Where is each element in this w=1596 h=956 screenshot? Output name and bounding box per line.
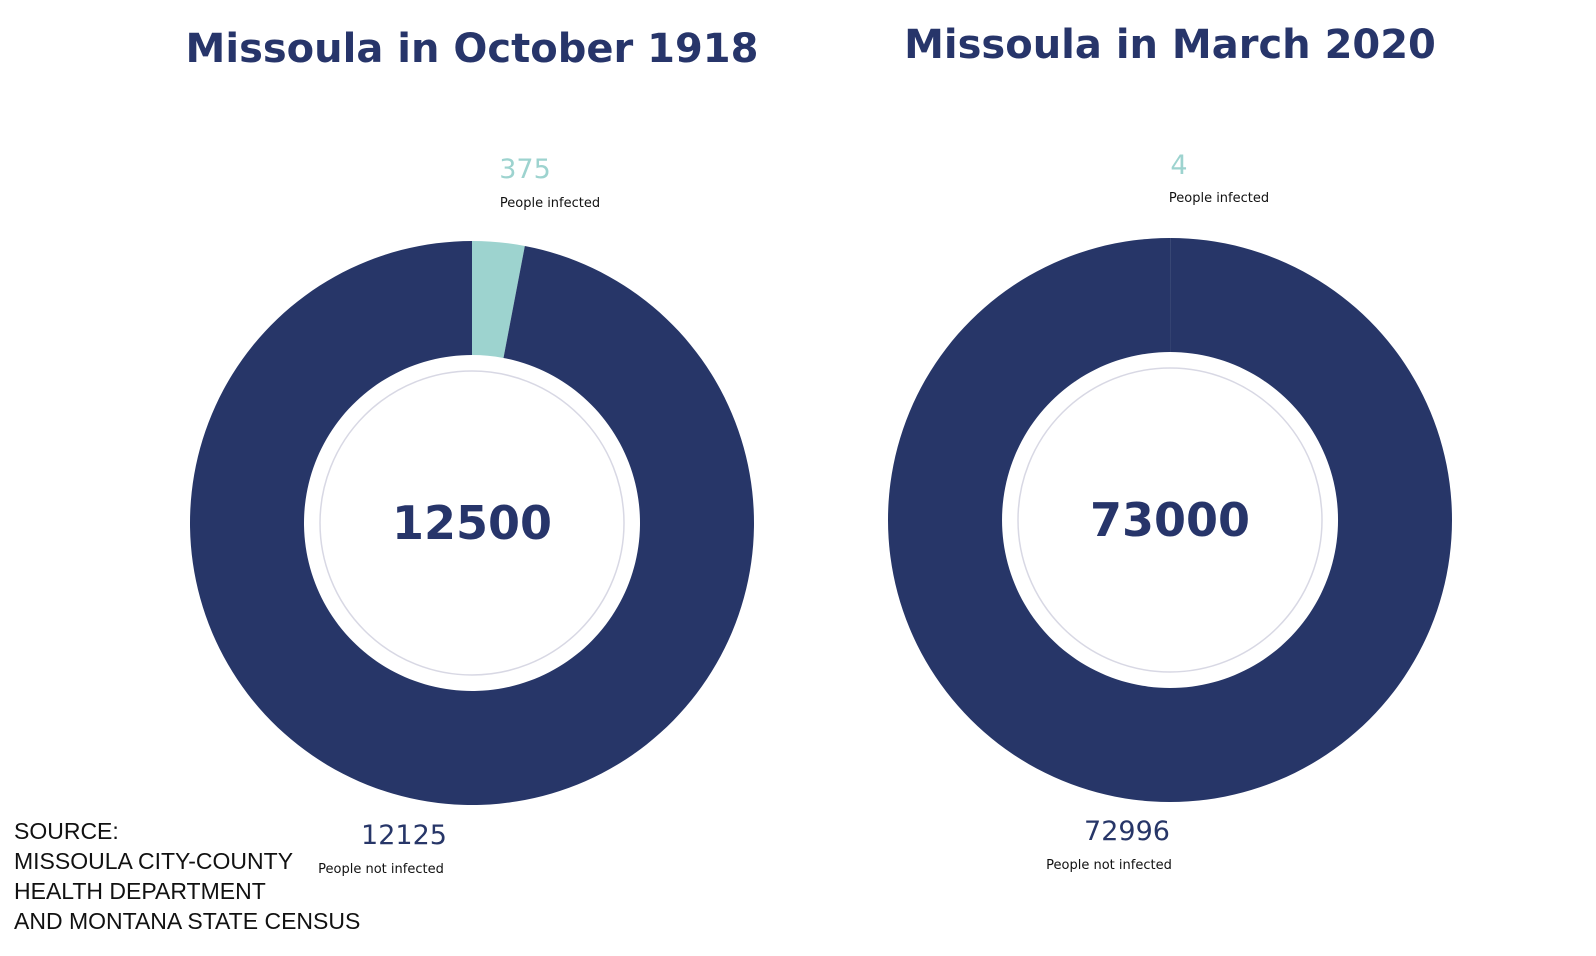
chart-title: Missoula in October 1918 xyxy=(186,26,759,72)
category-label: People not infected xyxy=(1046,858,1172,873)
category-label: People infected xyxy=(1169,191,1269,206)
source-line: SOURCE: xyxy=(14,818,119,844)
inner-ring xyxy=(319,370,625,676)
inner-ring xyxy=(1017,367,1323,673)
category-label: People infected xyxy=(500,196,600,211)
source: SOURCE: MISSOULA CITY-COUNTY HEALTH DEPA… xyxy=(14,818,360,934)
center-total: 73000 xyxy=(1090,493,1250,547)
chart-title: Missoula in March 2020 xyxy=(904,22,1436,68)
center-total: 12500 xyxy=(392,496,552,550)
value-label: 375 xyxy=(499,154,551,185)
donut-slice xyxy=(472,241,525,358)
source-line: HEALTH DEPARTMENT xyxy=(14,878,266,904)
donut-slice xyxy=(189,241,755,805)
source-line: MISSOULA CITY-COUNTY xyxy=(14,848,293,874)
value-label: 12125 xyxy=(361,820,447,851)
source-line: AND MONTANA STATE CENSUS xyxy=(14,908,360,934)
value-label: 4 xyxy=(1170,150,1187,181)
value-label: 72996 xyxy=(1084,816,1170,847)
donut-slice xyxy=(887,238,1452,802)
category-label: People not infected xyxy=(318,862,444,877)
